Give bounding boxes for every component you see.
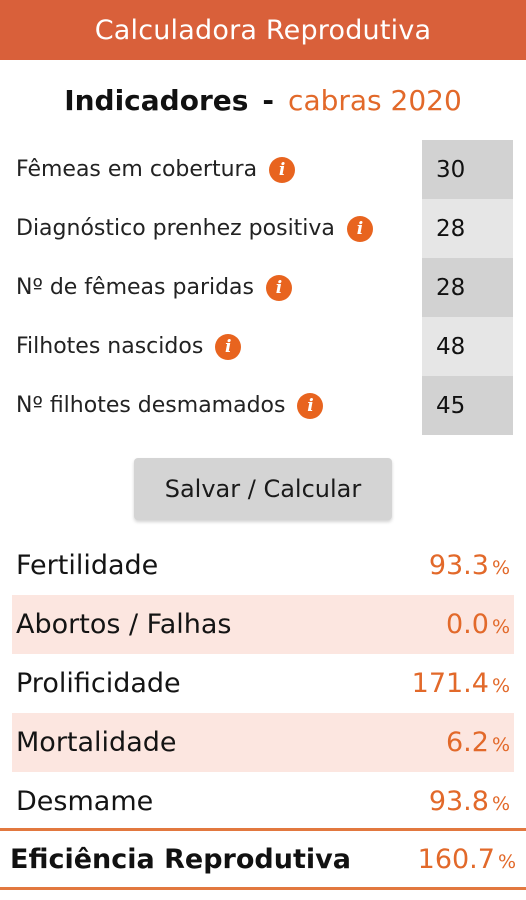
result-unit: % [491,557,510,579]
info-icon[interactable]: i [266,274,293,301]
result-row-fertilidade: Fertilidade 93.3% [12,536,514,595]
result-value: 93.3 [428,550,489,581]
result-label: Fertilidade [16,550,159,581]
filhotes-desmamados-field[interactable] [422,376,513,435]
input-row-filhotes-desmamados: Nº filhotes desmamados i [0,376,526,435]
result-value: 0.0 [445,609,489,640]
input-label: Fêmeas em cobertura [16,157,258,182]
input-row-filhotes-nascidos: Filhotes nascidos i [0,317,526,376]
result-unit: % [491,793,510,815]
input-list: Fêmeas em cobertura i Diagnóstico prenhe… [0,140,526,435]
result-unit: % [491,616,510,638]
result-row-abortos-falhas: Abortos / Falhas 0.0% [12,595,514,654]
info-icon[interactable]: i [346,215,373,242]
result-label: Desmame [16,786,154,817]
result-label: Mortalidade [16,727,177,758]
result-row-prolificidade: Prolificidade 171.4% [12,654,514,713]
info-icon[interactable]: i [215,333,242,360]
section-heading: Indicadores - cabras 2020 [0,60,526,140]
input-label: Nº de fêmeas paridas [16,275,255,300]
femeas-cobertura-field[interactable] [422,140,513,199]
efficiency-unit: % [497,850,516,873]
result-value: 171.4 [411,668,489,699]
info-icon[interactable]: i [269,156,296,183]
app-bar: Calculadora Reprodutiva [0,0,526,60]
input-label: Filhotes nascidos [16,334,204,359]
result-unit: % [491,675,510,697]
efficiency-label: Eficiência Reprodutiva [10,843,351,875]
result-unit: % [491,734,510,756]
result-label: Abortos / Falhas [16,609,232,640]
heading-label: Indicadores [64,83,249,117]
efficiency-value: 160.7 [417,843,495,875]
results-list: Fertilidade 93.3% Abortos / Falhas 0.0% … [12,536,514,831]
input-label: Diagnóstico prenhez positiva [16,216,335,241]
result-value: 93.8 [428,786,489,817]
input-row-femeas-paridas: Nº de fêmeas paridas i [0,258,526,317]
result-label: Prolificidade [16,668,181,699]
info-icon[interactable]: i [297,392,324,419]
diagnostico-prenhez-field[interactable] [422,199,513,258]
input-row-diagnostico-prenhez: Diagnóstico prenhez positiva i [0,199,526,258]
result-row-desmame: Desmame 93.8% [12,772,514,831]
result-value: 6.2 [445,727,489,758]
femeas-paridas-field[interactable] [422,258,513,317]
input-label: Nº filhotes desmamados [16,393,286,418]
app-title: Calculadora Reprodutiva [94,14,432,46]
efficiency-row: Eficiência Reprodutiva 160.7% [0,828,526,890]
heading-separator: - [262,83,275,117]
result-row-mortalidade: Mortalidade 6.2% [12,713,514,772]
save-calculate-button[interactable]: Salvar / Calcular [134,458,392,520]
input-row-femeas-cobertura: Fêmeas em cobertura i [0,140,526,199]
heading-subject: cabras 2020 [288,83,462,117]
filhotes-nascidos-field[interactable] [422,317,513,376]
